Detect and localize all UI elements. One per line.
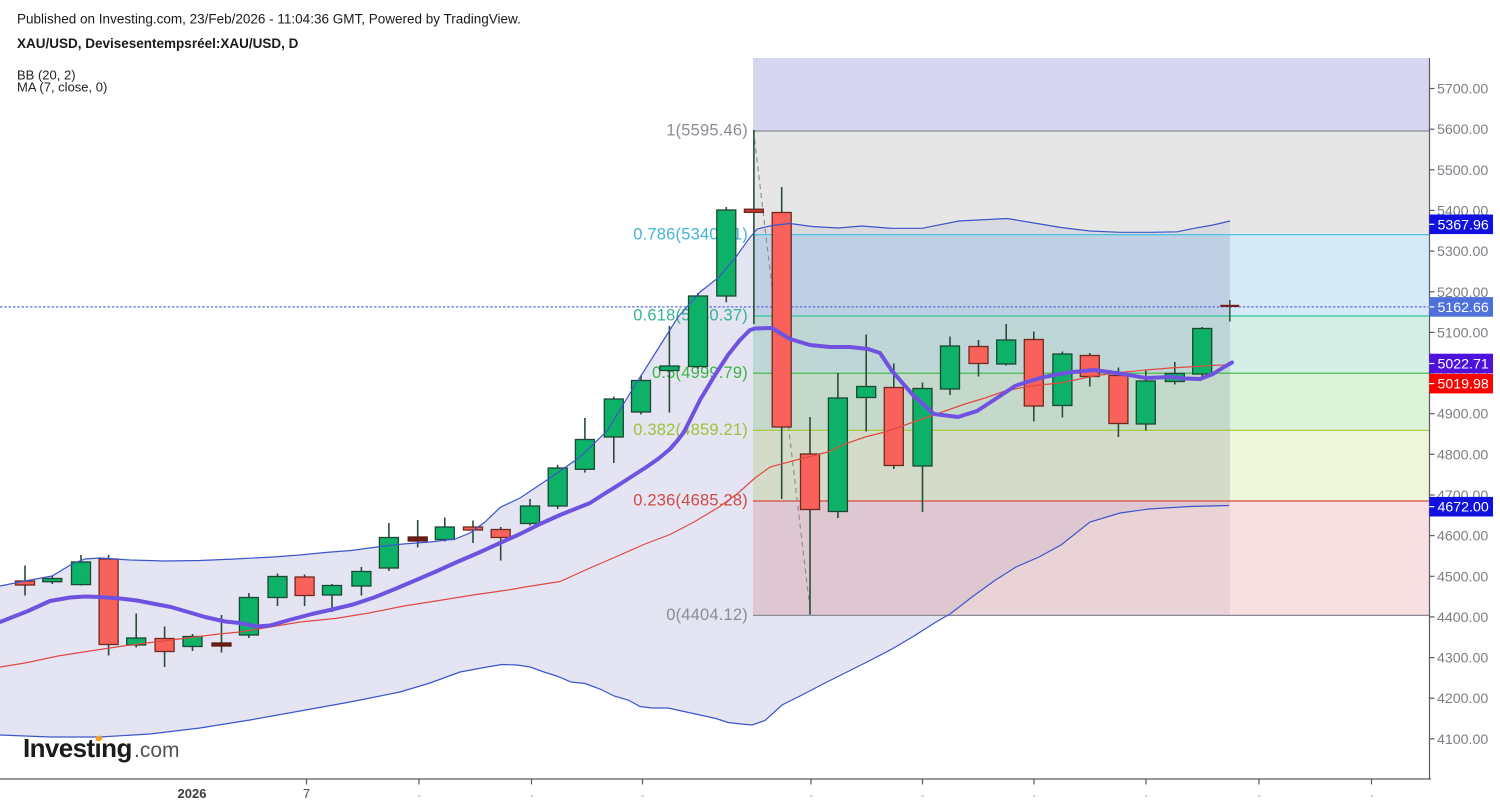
svg-text:7: 7 [303,786,310,801]
svg-text:0.382(4859.21): 0.382(4859.21) [633,421,748,439]
svg-text:4672.00: 4672.00 [1438,500,1489,516]
svg-text:4200.00: 4200.00 [1437,691,1488,707]
svg-text:XAU/USD, Devisesentempsréel:XA: XAU/USD, Devisesentempsréel:XAU/USD, D [17,36,299,51]
svg-text:Investing: Investing [23,733,132,763]
svg-text:5162.66: 5162.66 [1438,300,1489,316]
svg-text:4300.00: 4300.00 [1437,651,1488,667]
svg-text:0(4404.12): 0(4404.12) [666,606,748,624]
svg-text:.com: .com [134,739,180,762]
svg-text:5600.00: 5600.00 [1437,122,1488,138]
svg-text:5300.00: 5300.00 [1437,244,1488,260]
svg-text:4100.00: 4100.00 [1437,732,1488,748]
svg-text:4800.00: 4800.00 [1437,447,1488,463]
svg-text:4400.00: 4400.00 [1437,610,1488,626]
svg-text:MA (7, close, 0): MA (7, close, 0) [17,80,107,95]
svg-text:5700.00: 5700.00 [1437,82,1488,98]
svg-text:4600.00: 4600.00 [1437,529,1488,545]
svg-text:BB (20, 2): BB (20, 2) [17,68,76,83]
svg-text:1(5595.46): 1(5595.46) [666,122,748,140]
svg-text:5200.00: 5200.00 [1437,285,1488,301]
svg-text:5019.98: 5019.98 [1438,377,1489,393]
svg-text:2026: 2026 [178,786,207,801]
svg-text:5100.00: 5100.00 [1437,325,1488,341]
svg-text:5367.96: 5367.96 [1438,217,1489,233]
svg-text:5500.00: 5500.00 [1437,163,1488,179]
svg-text:Published on Investing.com, 23: Published on Investing.com, 23/Feb/2026 … [17,12,521,27]
svg-text:4500.00: 4500.00 [1437,569,1488,585]
svg-text:4900.00: 4900.00 [1437,407,1488,423]
svg-text:5022.71: 5022.71 [1438,357,1489,373]
svg-text:0.236(4685.28): 0.236(4685.28) [633,492,748,510]
